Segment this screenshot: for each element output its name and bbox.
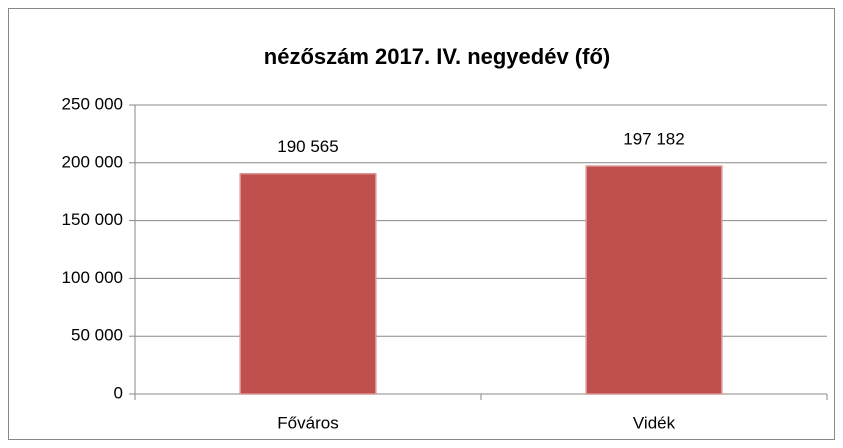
- data-label: 190 565: [277, 137, 338, 156]
- y-tick-label: 100 000: [62, 268, 123, 287]
- x-tick-label: Főváros: [277, 413, 338, 432]
- y-tick-label: 50 000: [71, 326, 123, 345]
- y-tick-label: 0: [114, 383, 123, 402]
- y-tick-label: 150 000: [62, 210, 123, 229]
- data-label: 197 182: [623, 130, 684, 149]
- y-tick-label: 200 000: [62, 152, 123, 171]
- bar: [239, 172, 377, 395]
- bar: [585, 165, 723, 395]
- chart-title: nézőszám 2017. IV. negyedév (fő): [264, 44, 610, 69]
- y-tick-label: 250 000: [62, 94, 123, 113]
- x-tick-label: Vidék: [633, 413, 676, 432]
